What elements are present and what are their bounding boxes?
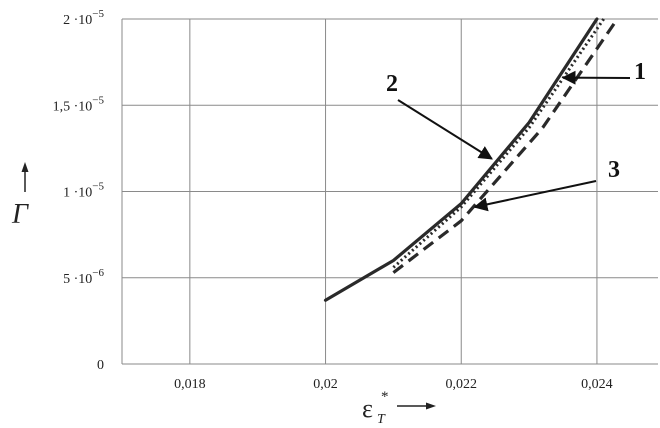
callouts: 1 2 3 [386, 59, 646, 212]
y-axis-arrow-head [21, 162, 29, 172]
y-tick-label: 1,5 ·10−5 [53, 94, 105, 114]
callout-2-label: 2 [386, 71, 398, 97]
y-tick-mantissa: 5 ·10 [63, 272, 92, 287]
y-tick-exponent: −5 [92, 181, 104, 193]
series-3-line [392, 18, 619, 274]
x-tick-labels: 0,018 0,02 0,022 0,024 [174, 377, 613, 392]
x-tick-label: 0,022 [445, 377, 477, 392]
grid [121, 18, 658, 365]
y-tick-mantissa: 1 ·10 [63, 186, 92, 201]
x-tick-label: 0,018 [174, 377, 206, 392]
y-tick-exponent: −5 [92, 8, 104, 20]
y-tick-mantissa: 0 [97, 358, 104, 373]
callout-3-arrow [473, 180, 597, 212]
callout-1-label: 1 [634, 59, 646, 85]
y-tick-exponent: −6 [92, 267, 104, 279]
callout-3-label: 3 [608, 157, 620, 183]
y-tick-label: 5 ·10−6 [63, 267, 104, 287]
y-tick-label: 0 [97, 358, 104, 373]
callout-2-arrow [397, 99, 493, 160]
x-tick-label: 0,02 [313, 377, 338, 392]
x-axis-subscript: T [377, 412, 386, 427]
x-axis-arrow-head [426, 402, 436, 410]
y-tick-mantissa: 1,5 ·10 [53, 99, 93, 114]
y-tick-label: 1 ·10−5 [63, 181, 104, 201]
y-axis-title: Γ [11, 162, 29, 230]
x-axis-superscript: * [381, 389, 389, 405]
x-axis-title: ε * T [362, 389, 436, 427]
x-axis-symbol: ε [362, 394, 373, 423]
series-lines [323, 17, 619, 302]
y-tick-mantissa: 2 ·10 [63, 13, 92, 28]
y-tick-labels: 05 ·10−61 ·10−51,5 ·10−52 ·10−5 [53, 8, 105, 373]
y-tick-label: 2 ·10−5 [63, 8, 104, 28]
y-axis-symbol: Γ [11, 199, 29, 230]
y-tick-exponent: −5 [92, 94, 104, 106]
series-2-line [323, 17, 599, 302]
x-tick-label: 0,024 [581, 377, 613, 392]
